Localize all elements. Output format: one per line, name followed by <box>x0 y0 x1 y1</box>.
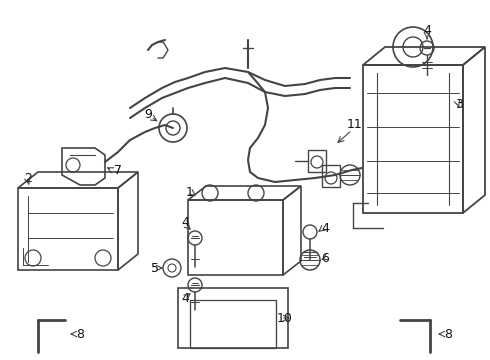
Bar <box>308 150 326 172</box>
Text: 7: 7 <box>114 163 122 176</box>
Text: 9: 9 <box>144 108 152 122</box>
Bar <box>190 300 276 348</box>
Text: 11: 11 <box>347 118 363 131</box>
Text: 8: 8 <box>444 328 452 341</box>
Bar <box>178 288 288 348</box>
Text: 4: 4 <box>423 23 431 36</box>
Text: 10: 10 <box>277 311 293 324</box>
Bar <box>188 200 283 275</box>
Text: 3: 3 <box>455 99 463 112</box>
Text: 8: 8 <box>76 328 84 341</box>
Text: 5: 5 <box>151 261 159 274</box>
Bar <box>322 165 340 187</box>
Text: 1: 1 <box>186 185 194 198</box>
Text: 4: 4 <box>321 221 329 234</box>
Text: 4: 4 <box>181 292 189 305</box>
Text: 4: 4 <box>181 216 189 229</box>
Text: 6: 6 <box>321 252 329 265</box>
Bar <box>363 65 463 213</box>
Bar <box>18 188 118 270</box>
Text: 2: 2 <box>24 171 32 184</box>
